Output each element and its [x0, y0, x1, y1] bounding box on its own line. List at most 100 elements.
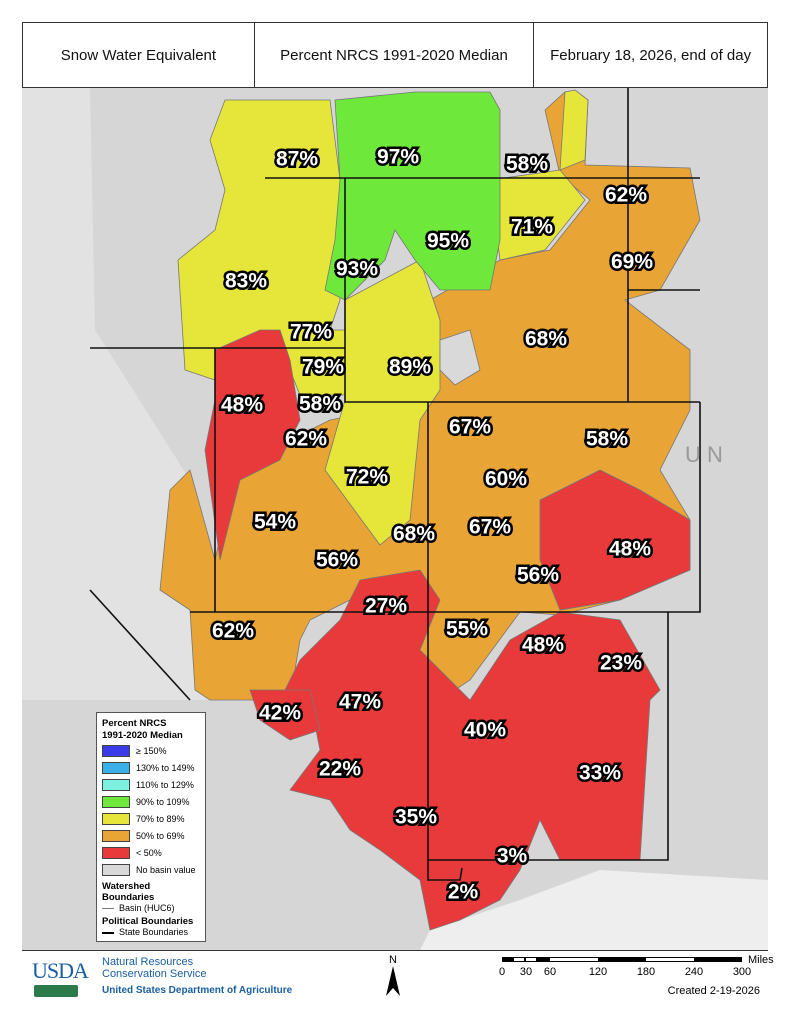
north-label: N: [389, 954, 397, 966]
legend-item: 110% to 129%: [102, 776, 200, 793]
state-boundaries: [89, 88, 701, 881]
legend-item: 70% to 89%: [102, 810, 200, 827]
legend-item: 90% to 109%: [102, 793, 200, 810]
legend-swatch: [102, 778, 130, 791]
basin-percent-label: 60%: [485, 468, 527, 491]
basin-percent-label: 58%: [506, 153, 548, 176]
basin-region: [539, 469, 691, 611]
basin-region: [324, 91, 501, 301]
legend-swatch: [102, 795, 130, 808]
basin-percent-label: 67%: [469, 516, 511, 539]
basin-percent-label: 97%: [377, 146, 419, 169]
basin-percent-label: 22%: [319, 758, 361, 781]
basin-percent-label: 68%: [525, 328, 567, 351]
scale-tick-label: 120: [589, 966, 607, 978]
legend-label: 90% to 109%: [136, 796, 190, 807]
basin-percent-label: 48%: [522, 634, 564, 657]
legend-item: < 50%: [102, 844, 200, 861]
header-variable: Snow Water Equivalent: [23, 23, 255, 87]
basin-region: [439, 329, 481, 386]
basin-percent-label: 48%: [221, 394, 263, 417]
legend-title: Percent NRCS: [102, 718, 167, 729]
basin-percent-label: 56%: [316, 549, 358, 572]
legend-swatch: [102, 846, 130, 859]
north-arrow-icon: [386, 966, 400, 996]
basin-percent-label: 69%: [611, 251, 653, 274]
basin-percent-label: 93%: [336, 258, 378, 281]
agency-line-2: Conservation Service: [102, 968, 207, 980]
scale-tick-label: 60: [544, 966, 556, 978]
basin-percent-label: 71%: [511, 216, 553, 239]
basin-percent-label: 33%: [579, 762, 621, 785]
scale-tick-label: 300: [733, 966, 751, 978]
basin-percent-label: 95%: [427, 230, 469, 253]
basin-percent-label: 54%: [254, 511, 296, 534]
basin-percent-label: 42%: [259, 702, 301, 725]
basin-percent-label: 72%: [346, 466, 388, 489]
basin-region: [249, 689, 321, 741]
legend-swatch: [102, 744, 130, 757]
basin-percent-label: 67%: [449, 416, 491, 439]
legend-basin-line: Basin (HUC6): [102, 903, 200, 913]
legend-swatch: [102, 863, 130, 876]
basin-percent-label: 62%: [605, 184, 647, 207]
basin-percent-label: 3%: [497, 845, 528, 868]
basin-percent-label: 55%: [446, 618, 488, 641]
state-name-fragment: U N: [685, 442, 723, 467]
basin-percent-label: 23%: [600, 652, 642, 675]
basin-percent-label: 87%: [276, 148, 318, 171]
legend-label: 50% to 69%: [136, 830, 185, 841]
basin-percent-label: 27%: [365, 595, 407, 618]
basin-percent-label: 40%: [464, 719, 506, 742]
legend-item: ≥ 150%: [102, 742, 200, 759]
legend-label: 110% to 129%: [136, 779, 194, 790]
basin-percent-label: 62%: [212, 620, 254, 643]
agency-name: Natural Resources Conservation Service: [102, 956, 207, 980]
basin-percent-label: 79%: [302, 356, 344, 379]
legend-label: 70% to 89%: [136, 813, 185, 824]
watershed-heading: Watershed Boundaries: [102, 881, 155, 903]
legend-item: No basin value: [102, 861, 200, 878]
header-date: February 18, 2026, end of day: [550, 46, 752, 64]
map-footer: USDA Natural Resources Conservation Servi…: [22, 950, 774, 1003]
basin-region: [489, 89, 589, 261]
basin-percent-label: 89%: [389, 356, 431, 379]
basin-percent-label: 68%: [393, 523, 435, 546]
legend-state-line: State Boundaries: [102, 927, 200, 937]
scale-tick-label: 0: [499, 966, 505, 978]
map-legend: Percent NRCS 1991-2020 Median ≥ 150% 130%…: [96, 712, 206, 942]
basin-label: Basin (HUC6): [119, 903, 175, 913]
state-label: State Boundaries: [119, 927, 189, 937]
header-measure: Percent NRCS 1991-2020 Median: [255, 23, 535, 87]
basin-percent-label: 2%: [448, 881, 479, 904]
legend-swatch: [102, 812, 130, 825]
basin-percent-label: 48%: [609, 538, 651, 561]
scale-tick-label: 240: [685, 966, 703, 978]
basin-percent-label: 62%: [285, 428, 327, 451]
usda-logo: USDA: [32, 958, 89, 983]
basin-percent-label: 47%: [339, 691, 381, 714]
basin-region: [204, 329, 301, 561]
legend-label: 130% to 149%: [136, 762, 195, 773]
agency-line-1: Natural Resources: [102, 956, 194, 968]
legend-item: 130% to 149%: [102, 759, 200, 776]
basin-percent-label: 56%: [517, 564, 559, 587]
legend-label: No basin value: [136, 864, 196, 875]
legend-label: ≥ 150%: [136, 745, 167, 756]
basin-percent-label: 58%: [586, 428, 628, 451]
legend-item: 50% to 69%: [102, 827, 200, 844]
basin-percent-label: 83%: [225, 270, 267, 293]
usda-logo-waves: [34, 985, 78, 997]
political-heading: Political Boundaries: [102, 916, 194, 927]
scale-tick-label: 30: [520, 966, 532, 978]
scale-bar: Miles 0 30 60 120 180 240 300: [492, 953, 788, 986]
legend-swatch: [102, 829, 130, 842]
north-arrow: N: [386, 954, 400, 999]
scale-unit: Miles: [748, 954, 774, 966]
legend-swatch: [102, 761, 130, 774]
map-header: Snow Water Equivalent Percent NRCS 1991-…: [22, 22, 768, 88]
legend-label: < 50%: [136, 847, 162, 858]
legend-subtitle: 1991-2020 Median: [102, 730, 183, 741]
basin-percent-label: 35%: [395, 806, 437, 829]
scale-tick-label: 180: [637, 966, 655, 978]
